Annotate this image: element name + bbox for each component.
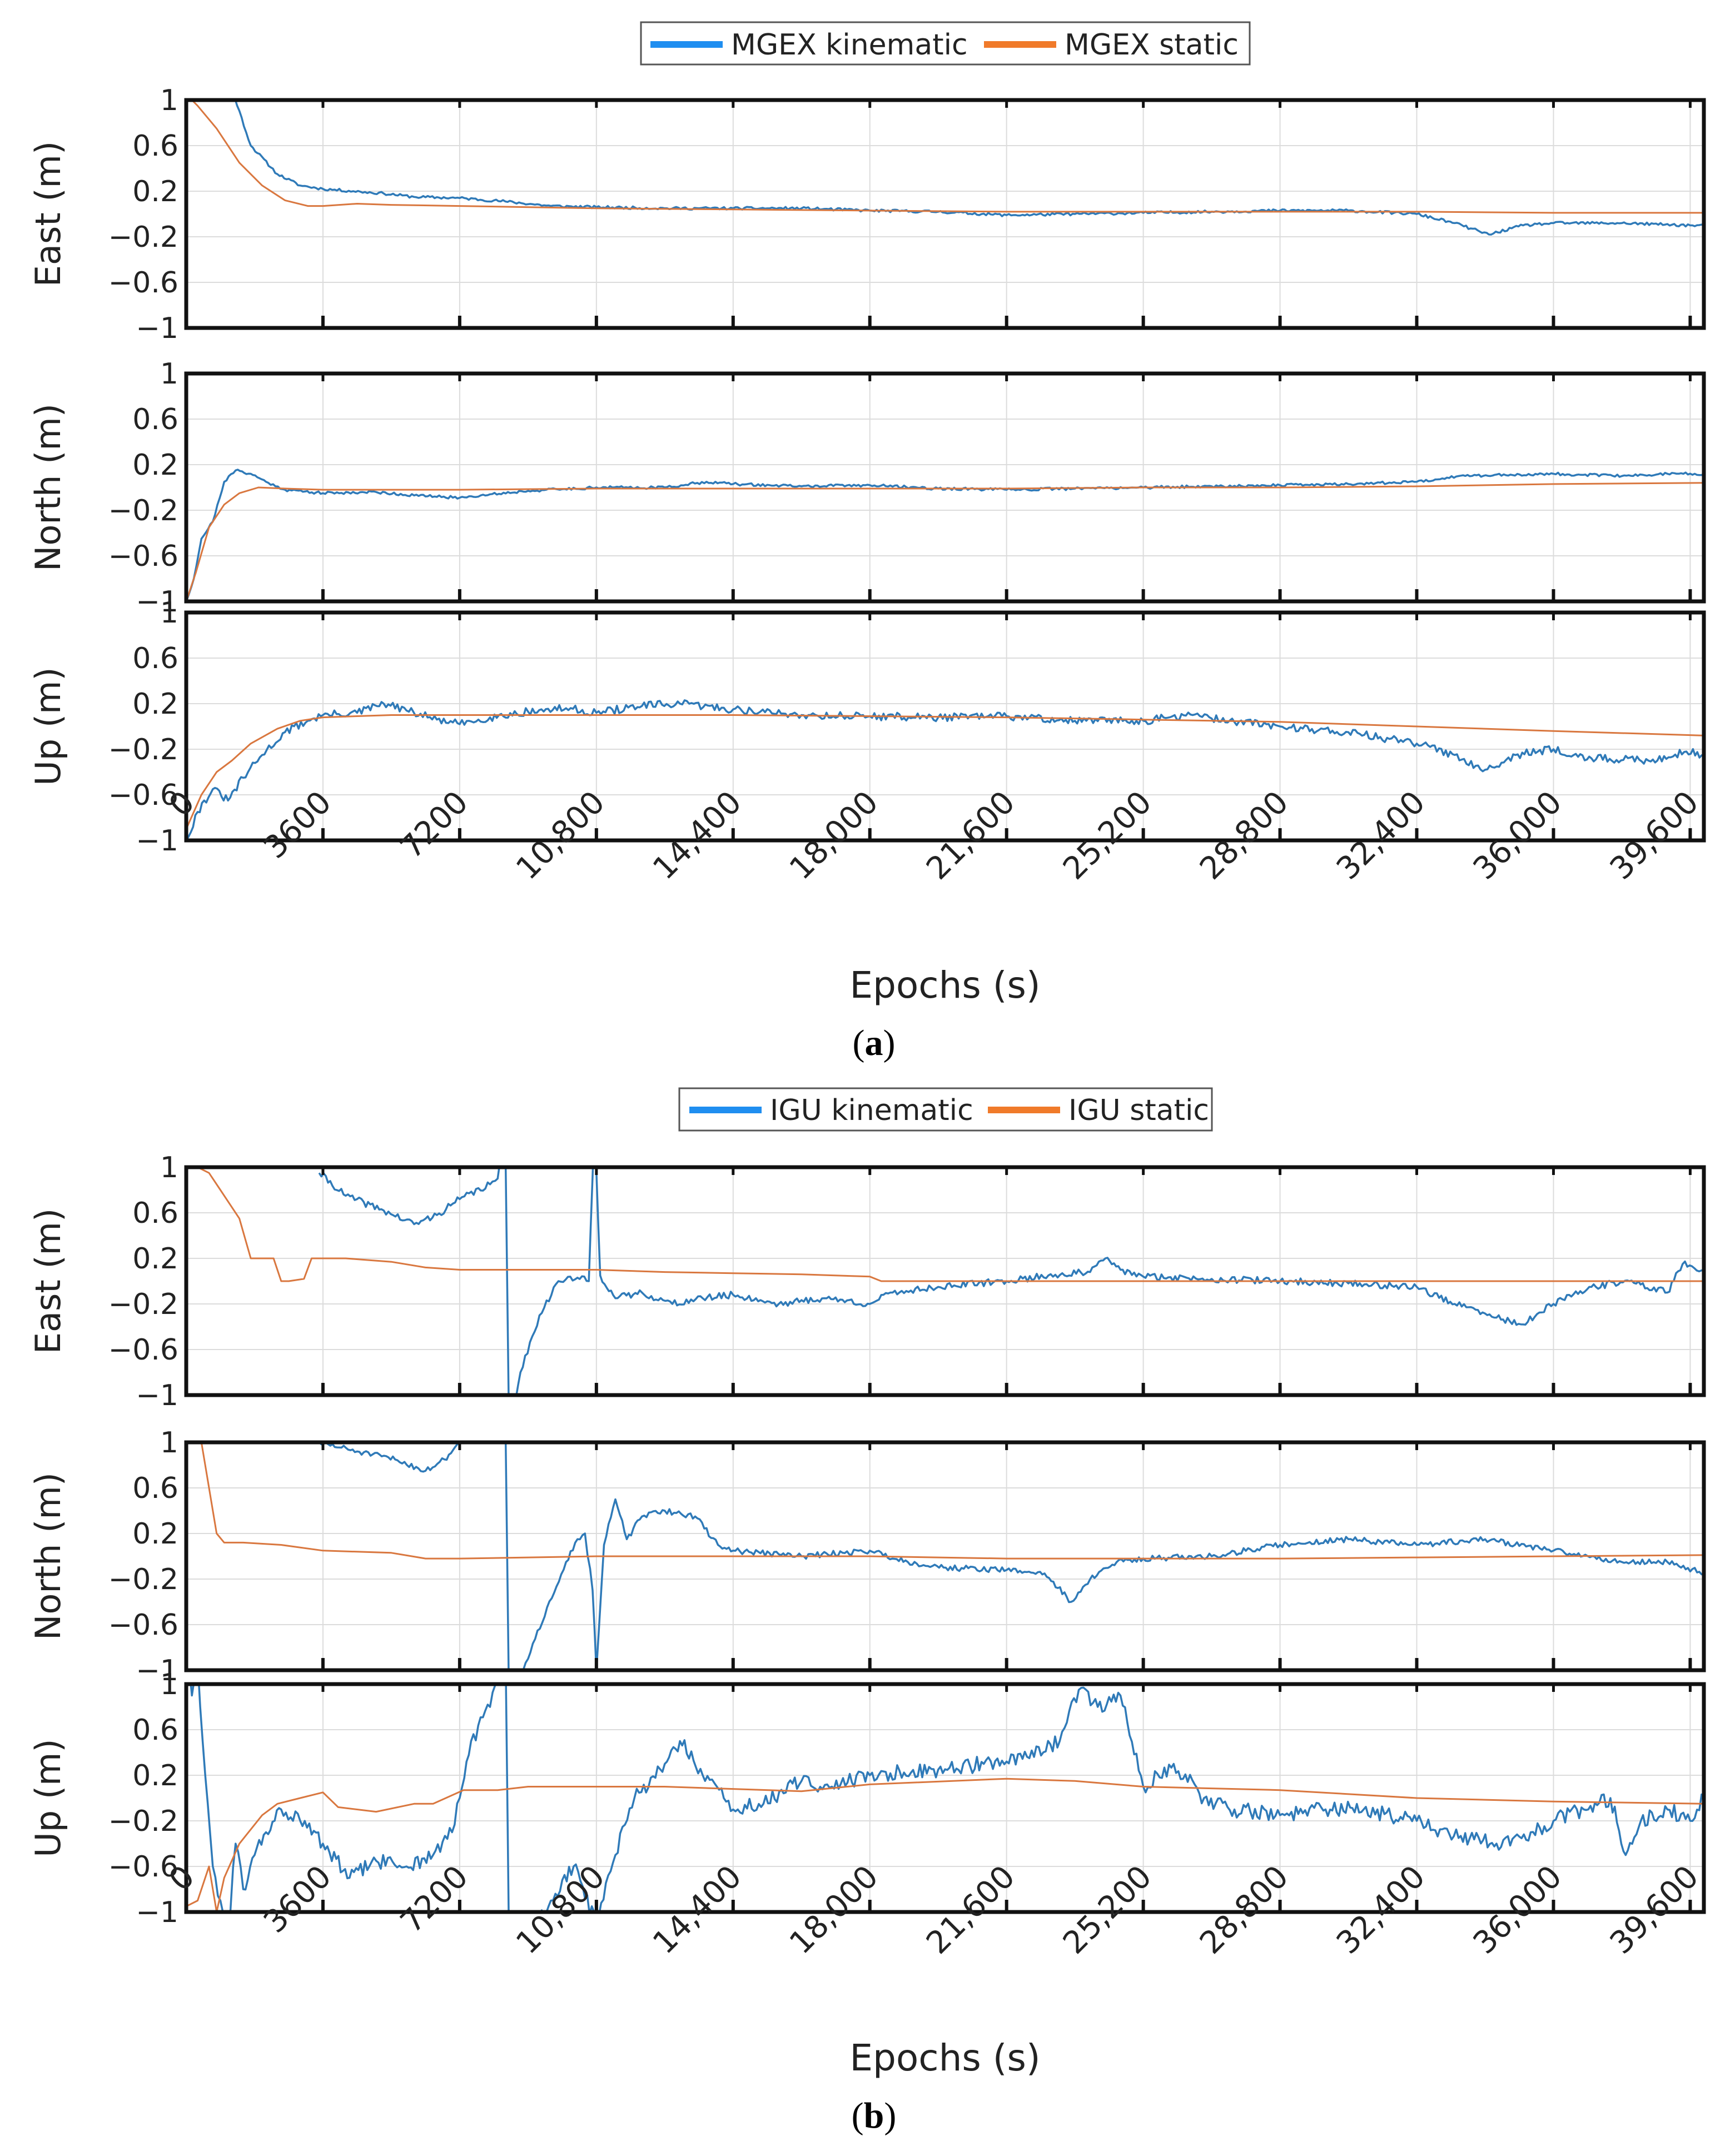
- y-tick-label-b-north-3: −0.2: [108, 1563, 178, 1596]
- y-axis-label-b-east: East (m): [28, 1208, 68, 1354]
- y-tick-label-b-up-1: 0.6: [132, 1714, 178, 1747]
- y-tick-label-b-north-5: −1: [136, 1654, 178, 1687]
- panel-b: IGU kinematic IGU static 1 0.6 0.2 −0.2 −0.6…: [28, 1087, 1706, 2136]
- caption-b-letter: b: [864, 2095, 884, 2136]
- plot-frame-b-north: [184, 1440, 1706, 1672]
- series-line-b-north-static: [199, 1442, 1704, 1560]
- y-tick-label-b-up-0: 1: [160, 1668, 178, 1701]
- y-tick-label-a-north-0: 1: [160, 357, 178, 391]
- series-line-b-up-static: [186, 1777, 1704, 1912]
- caption-a-close: ): [883, 1023, 896, 1063]
- y-tick-label-b-east-0: 1: [160, 1151, 178, 1184]
- legend-label-kinematic-b: IGU kinematic: [770, 1094, 973, 1127]
- series-line-b-north-kinematic: [318, 1442, 1704, 1670]
- y-tick-label-a-east-3: −0.2: [108, 221, 178, 254]
- series-line-a-north-static: [186, 482, 1704, 601]
- plot-area-a-north: [186, 374, 1704, 601]
- plots-b: 1 0.6 0.2 −0.2 −0.6 −1 East (m) 1 0.6 0.2 −0.2 −0.6…: [28, 1151, 1706, 1961]
- y-tick-label-a-north-4: −0.6: [108, 540, 178, 573]
- plot-frame-a-up: [184, 610, 1706, 843]
- y-tick-label-b-east-4: −0.6: [108, 1333, 178, 1367]
- y-tick-label-b-east-5: −1: [136, 1379, 178, 1412]
- y-tick-label-a-east-4: −0.6: [108, 266, 178, 300]
- subplot-a-north: 1 0.6 0.2 −0.2 −0.6 −1 North (m): [28, 357, 1706, 619]
- y-tick-label-b-north-4: −0.6: [108, 1609, 178, 1642]
- y-tick-label-b-up-4: −0.6: [108, 1850, 178, 1884]
- caption-b-open: (: [852, 2095, 864, 2136]
- y-tick-label-b-north-2: 0.2: [132, 1517, 178, 1551]
- series-line-b-up-kinematic: [190, 1684, 1704, 1912]
- series-line-b-east-kinematic: [318, 1167, 1704, 1395]
- plot-frame-b-east: [184, 1165, 1706, 1397]
- series-line-a-east-static: [191, 100, 1704, 214]
- caption-a-open: (: [853, 1023, 865, 1063]
- legend-b: IGU kinematic IGU static: [678, 1087, 1213, 1132]
- y-tick-label-a-east-1: 0.6: [132, 130, 178, 163]
- plot-area-b-up: [186, 1684, 1704, 1912]
- series-line-a-up-static: [186, 714, 1704, 830]
- y-tick-label-b-east-2: 0.2: [132, 1242, 178, 1276]
- y-tick-label-b-north-0: 1: [160, 1426, 178, 1460]
- y-tick-label-b-north-1: 0.6: [132, 1472, 178, 1505]
- y-tick-label-b-east-1: 0.6: [132, 1197, 178, 1230]
- plot-area-a-east: [186, 100, 1704, 328]
- subplot-b-up: 1 0.6 0.2 −0.2 −0.6 −1 Up (m): [28, 1668, 1706, 1929]
- y-tick-label-a-up-3: −0.2: [108, 733, 178, 766]
- y-tick-label-a-north-3: −0.2: [108, 494, 178, 527]
- panel-a: MGEX kinematic MGEX static 1 0.6 0.2 −0.2 −0…: [28, 21, 1706, 1063]
- caption-b: (b): [852, 2095, 897, 2136]
- legend-box-a: [640, 21, 1251, 66]
- plot-area-b-north: [186, 1442, 1704, 1670]
- y-tick-label-a-east-2: 0.2: [132, 175, 178, 208]
- caption-b-close: ): [884, 2095, 896, 2136]
- y-tick-label-a-up-5: −1: [136, 824, 178, 858]
- y-tick-label-b-up-2: 0.2: [132, 1759, 178, 1792]
- legend-label-static-b: IGU static: [1068, 1094, 1209, 1127]
- y-tick-label-a-east-5: −1: [136, 312, 178, 345]
- legend-label-static-a: MGEX static: [1065, 28, 1239, 62]
- xlabel-b: Epochs (s): [849, 2037, 1040, 2079]
- y-axis-label-a-up: Up (m): [28, 667, 68, 785]
- plot-frame-a-east: [184, 98, 1706, 330]
- y-tick-label-a-up-1: 0.6: [132, 642, 178, 675]
- series-line-b-east-static: [196, 1167, 1704, 1282]
- subplot-b-east: 1 0.6 0.2 −0.2 −0.6 −1 East (m): [28, 1151, 1706, 1412]
- series-line-a-up-kinematic: [186, 699, 1704, 840]
- y-tick-label-b-east-3: −0.2: [108, 1288, 178, 1321]
- subplot-a-up: 1 0.6 0.2 −0.2 −0.6 −1 Up (m): [28, 596, 1706, 858]
- y-tick-label-a-north-1: 0.6: [132, 403, 178, 436]
- plot-area-a-up: [186, 613, 1704, 840]
- legend-a: MGEX kinematic MGEX static: [640, 21, 1251, 66]
- y-tick-label-a-east-0: 1: [160, 84, 178, 117]
- y-tick-label-a-up-0: 1: [160, 596, 178, 630]
- subplot-a-east: 1 0.6 0.2 −0.2 −0.6 −1 East (m): [28, 84, 1706, 345]
- xlabel-a: Epochs (s): [849, 964, 1040, 1007]
- y-tick-label-a-up-4: −0.6: [108, 779, 178, 812]
- plot-frame-a-north: [184, 371, 1706, 604]
- y-tick-label-a-up-2: 0.2: [132, 688, 178, 721]
- y-tick-label-b-up-5: −1: [136, 1896, 178, 1929]
- legend-box-b: [678, 1087, 1213, 1132]
- y-axis-label-a-north: North (m): [28, 404, 68, 571]
- series-line-a-east-kinematic: [234, 100, 1704, 236]
- y-axis-label-a-east: East (m): [28, 141, 68, 287]
- y-tick-label-a-north-5: −1: [136, 585, 178, 619]
- y-axis-label-b-up: Up (m): [28, 1739, 68, 1857]
- subplot-b-north: 1 0.6 0.2 −0.2 −0.6 −1 North (m): [28, 1426, 1706, 1687]
- legend-label-kinematic-a: MGEX kinematic: [731, 28, 968, 62]
- caption-a: (a): [853, 1023, 896, 1063]
- series-line-a-north-kinematic: [186, 469, 1704, 601]
- plots-a: 1 0.6 0.2 −0.2 −0.6 −1 East (m) 1 0.6 0.2 −0.2 −0.6…: [28, 84, 1706, 887]
- y-tick-label-a-north-2: 0.2: [132, 449, 178, 482]
- y-tick-label-b-up-3: −0.2: [108, 1805, 178, 1838]
- caption-a-letter: a: [865, 1023, 883, 1063]
- y-axis-label-b-north: North (m): [28, 1472, 68, 1640]
- plot-frame-b-up: [184, 1682, 1706, 1914]
